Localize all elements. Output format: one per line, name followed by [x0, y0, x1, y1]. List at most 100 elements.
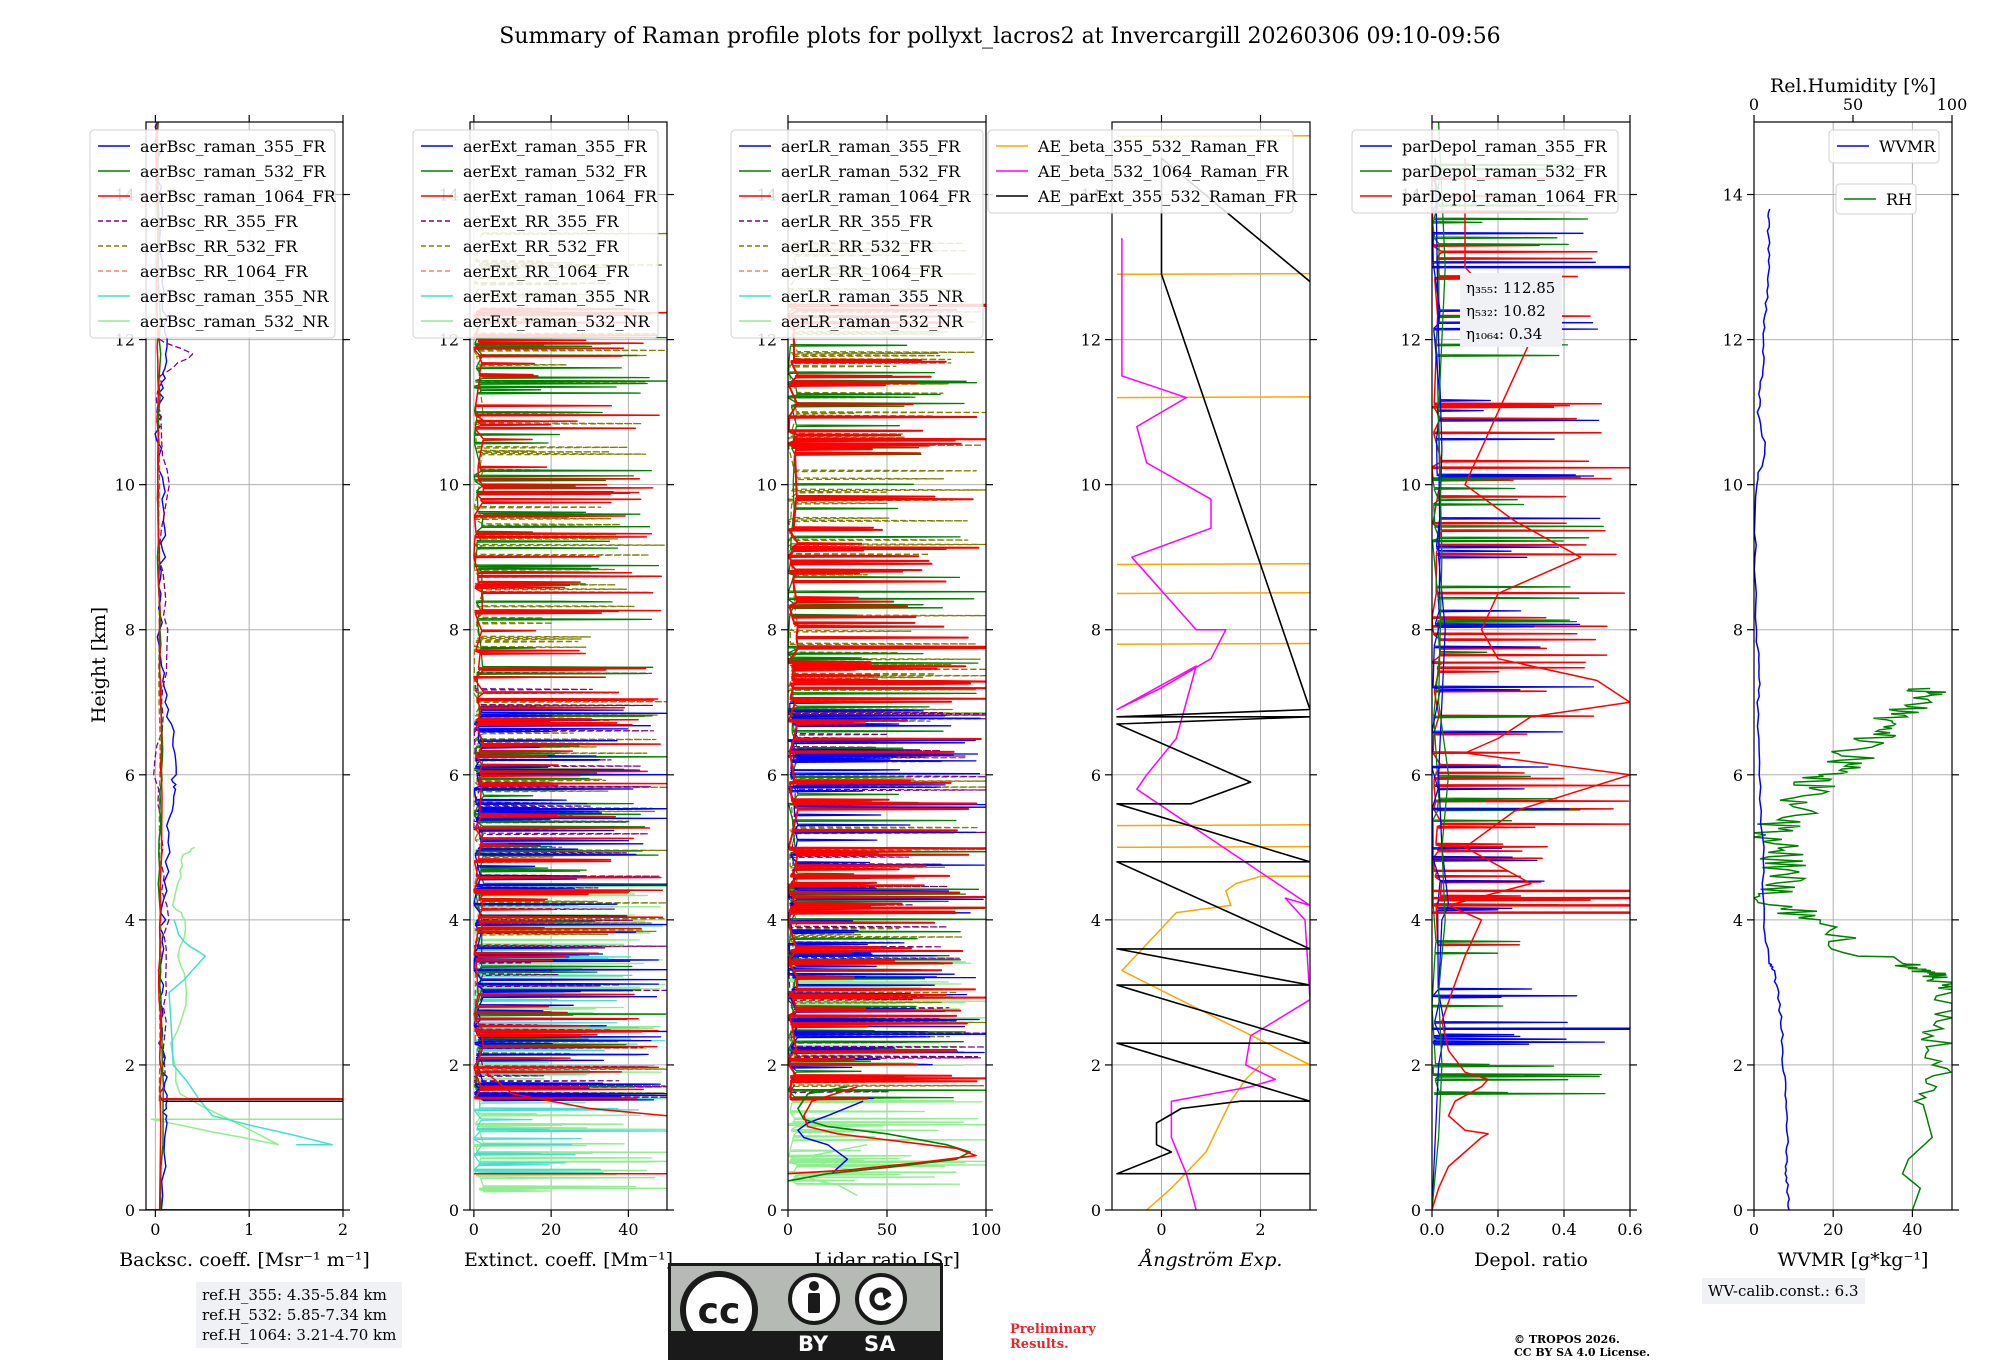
legend-label: aerLR_RR_532_FR [781, 237, 933, 256]
legend-ae: AE_beta_355_532_Raman_FR AE_beta_532_1064… [987, 129, 1298, 214]
copyright-note: © TROPOS 2026. CC BY SA 4.0 License. [1514, 1333, 1651, 1359]
series-bsc_RR_355 [153, 339, 194, 1102]
legend-box [89, 129, 336, 339]
xlabel-wv: WVMR [g*kg⁻¹] [1778, 1249, 1929, 1271]
legend-box [987, 129, 1294, 214]
legend-label: AE_beta_355_532_Raman_FR [1037, 137, 1279, 156]
legend-label: aerExt_RR_1064_FR [463, 262, 630, 281]
xtick-label: 0.0 [1419, 1220, 1444, 1239]
ytick-label: 10 [115, 476, 135, 495]
ytick-label: 2 [1411, 1056, 1421, 1075]
series-lr_1064_FR [788, 1085, 977, 1175]
ytick-label: 8 [125, 621, 135, 640]
legend-wv: WVMR RH [1828, 129, 1940, 215]
ytick-label: 4 [1733, 911, 1743, 930]
legend-label: aerBsc_raman_532_NR [140, 312, 329, 331]
series-depol_red [1432, 158, 1630, 1210]
frame-depol [1431, 121, 1631, 1211]
eta-355: η₃₅₅: 112.85 [1466, 279, 1555, 297]
xlabel-ae: Ångström Exp. [1138, 1249, 1283, 1271]
xtick-label: 20 [1823, 1220, 1843, 1239]
ytick-label: 4 [1411, 911, 1421, 930]
series-ae_black [1116, 157, 1310, 1175]
ytick-label: 0 [125, 1201, 135, 1220]
ref-height-box: ref.H_355: 4.35-5.84 km ref.H_532: 5.85-… [196, 1282, 403, 1348]
series-depol_green [1432, 122, 1450, 1210]
legend-label: parDepol_raman_355_FR [1402, 137, 1608, 156]
legend-label: aerLR_raman_355_FR [781, 137, 961, 156]
legend-label: aerExt_raman_355_NR [463, 287, 651, 306]
ae-orange-spike [1116, 396, 1310, 399]
legend-label: aerBsc_RR_532_FR [140, 237, 298, 256]
ytick-label: 6 [1733, 766, 1743, 785]
legend-label: AE_parExt_355_532_Raman_FR [1037, 187, 1298, 206]
series-bsc_1064_FR [155, 122, 163, 1210]
ytick-label: 14 [1723, 186, 1743, 205]
legend-lr: aerLR_raman_355_FR aerLR_raman_532_FR aerL… [730, 129, 984, 339]
legend-box [730, 129, 984, 339]
ytick-label: 0 [1733, 1201, 1743, 1220]
xtick-label: 40 [618, 1220, 638, 1239]
xtick-label: 40 [1902, 1220, 1922, 1239]
ae-orange-spike [1116, 591, 1310, 595]
ytick-label: 10 [1081, 476, 1101, 495]
legend-label: aerLR_RR_355_FR [781, 212, 933, 231]
legend-box [1351, 129, 1619, 214]
panel-lr: 05010002468101214Lidar ratio [Sr]aerLR_r… [730, 115, 1001, 1271]
ytick-label: 10 [439, 476, 459, 495]
ytick-label: 4 [1091, 911, 1101, 930]
legend-label: aerBsc_RR_355_FR [140, 212, 298, 231]
ref-height-532: ref.H_532: 5.85-7.34 km [202, 1306, 387, 1324]
series-rh [1754, 687, 1952, 1210]
ytick-label: 12 [1081, 331, 1101, 350]
top-xtick-label: 50 [1843, 95, 1863, 114]
ytick-label: 2 [1733, 1056, 1743, 1075]
xtick-label: 20 [541, 1220, 561, 1239]
ytick-label: 10 [1401, 476, 1421, 495]
ytick-label: 6 [767, 766, 777, 785]
wv-calib-box: WV-calib.const.: 6.3 [1702, 1278, 1865, 1304]
ytick-label: 12 [1401, 331, 1421, 350]
xtick-label: 0 [1749, 1220, 1759, 1239]
ytick-label: 2 [767, 1056, 777, 1075]
xtick-label: 2 [338, 1220, 348, 1239]
xtick-label: 0 [783, 1220, 793, 1239]
legend-label: aerLR_raman_532_NR [781, 312, 964, 331]
frame-ae [1111, 121, 1311, 1211]
legend-label: aerBsc_RR_1064_FR [140, 262, 309, 281]
legend-label: aerExt_RR_355_FR [463, 212, 620, 231]
ytick-label: 8 [1411, 621, 1421, 640]
series-lr_532_FR [788, 1085, 972, 1182]
ytick-label: 10 [1723, 476, 1743, 495]
xtick-label: 50 [877, 1220, 897, 1239]
ytick-label: 2 [1091, 1056, 1101, 1075]
legend-label: RH [1886, 190, 1912, 209]
ytick-label: 12 [1723, 331, 1743, 350]
eta-1064: η₁₀₆₄: 0.34 [1466, 325, 1542, 343]
legend-label: aerExt_raman_532_FR [463, 162, 648, 181]
series-ae_magenta [1116, 238, 1310, 1210]
cc-label-bar: BY SA [671, 1331, 940, 1357]
ae-orange-spike [1116, 824, 1310, 827]
ytick-label: 6 [1411, 766, 1421, 785]
ae-orange-spike [1116, 642, 1310, 645]
legend-label: aerLR_RR_1064_FR [781, 262, 943, 281]
cc-license-logo: cc BY SA [668, 1263, 943, 1360]
legend-depol: parDepol_raman_355_FR parDepol_raman_532_… [1351, 129, 1619, 214]
xlabel-bsc: Backsc. coeff. [Msr⁻¹ m⁻¹] [119, 1249, 370, 1271]
xtick-label: 0 [150, 1220, 160, 1239]
xtick-label: 0 [1156, 1220, 1166, 1239]
panel-ae: 0202468101214Ångström Exp.AE_beta_355_53… [987, 115, 1317, 1271]
legend-box [412, 129, 659, 339]
top-xlabel: Rel.Humidity [%] [1770, 75, 1936, 97]
ytick-label: 6 [125, 766, 135, 785]
ext-curve-red [485, 1071, 667, 1117]
series-bsc_355_NR [168, 919, 333, 1146]
ytick-label: 6 [1091, 766, 1101, 785]
xlabel-ext: Extinct. coeff. [Mm⁻¹] [464, 1249, 673, 1271]
ytick-label: 2 [449, 1056, 459, 1075]
ytick-label: 8 [767, 621, 777, 640]
legend-label: aerBsc_raman_1064_FR [140, 187, 337, 206]
ae-orange-spike [1116, 272, 1310, 276]
ref-height-355: ref.H_355: 4.35-5.84 km [202, 1286, 387, 1304]
